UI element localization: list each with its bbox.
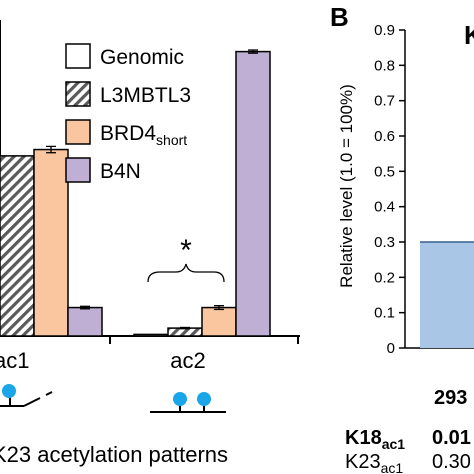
legend: Genomic L3MBTL3 BRD4short B4N — [65, 43, 191, 183]
k18-label: K18 — [345, 427, 382, 449]
pattern-schematic-ac2 — [150, 392, 226, 413]
legend-label-l3mbtl3: L3MBTL3 — [100, 84, 191, 107]
acetyl-dot-icon — [197, 392, 211, 406]
y-tick-label: 0.9 — [374, 22, 395, 39]
panel-b-title-fragment: K — [464, 20, 474, 50]
pattern-schematic-ac1 — [0, 384, 53, 407]
y-tick-label: 0.1 — [374, 305, 395, 322]
bars-group — [0, 49, 271, 337]
category-label-ac2: ac2 — [170, 348, 205, 373]
schematic-line — [45, 391, 53, 396]
table-column-header: 293 — [434, 387, 467, 409]
bar-ac2-b4n — [235, 50, 271, 337]
k23-label-sub: ac1 — [381, 460, 404, 474]
legend-swatch-l3mbtl3 — [65, 81, 91, 107]
panel-b: B K 0 0.1 0.2 0.3 0.4 0.5 0.6 0.7 0.8 0.9 Relativ… — [330, 2, 474, 474]
bar-ac2-genomic — [133, 333, 169, 337]
bar-ac1-brd4 — [33, 148, 69, 337]
table-row-label-k23: K23ac1 — [345, 451, 403, 474]
schematic-line — [23, 397, 41, 407]
y-tick-label: 0 — [387, 340, 395, 357]
y-ticks: 0 0.1 0.2 0.3 0.4 0.5 0.6 0.7 0.8 0.9 — [374, 22, 405, 357]
k18-label-sub: ac1 — [382, 436, 406, 452]
legend-label-brd4-sub: short — [156, 132, 187, 148]
acetyl-dot-icon — [173, 392, 187, 406]
acetyl-dot-icon — [2, 384, 16, 398]
y-tick-label: 0.2 — [374, 269, 395, 286]
table-value-k18: 0.01 — [432, 427, 471, 449]
legend-label-brd4-main: BRD4 — [100, 122, 156, 145]
legend-swatch-b4n — [65, 157, 91, 183]
table-row-label-k18: K18ac1 — [345, 427, 405, 452]
legend-label-genomic: Genomic — [100, 46, 184, 69]
bar-ac1-b4n — [67, 306, 103, 337]
y-tick-label: 0.6 — [374, 128, 395, 145]
bar-293 — [420, 242, 474, 348]
panel-a: * ac1 ac2 Genomic L3MBTL3 BRD4short B4N — [0, 20, 300, 467]
bar-ac2-brd4 — [201, 306, 237, 337]
y-tick-label: 0.5 — [374, 163, 395, 180]
x-axis-title: K23 acetylation patterns — [0, 442, 228, 467]
category-label-ac1: ac1 — [0, 348, 29, 373]
bars-group-b — [420, 241, 474, 348]
k23-label: K23 — [345, 451, 381, 473]
legend-label-brd4: BRD4short — [100, 122, 187, 148]
legend-label-b4n: B4N — [100, 160, 141, 183]
legend-swatch-genomic — [65, 43, 91, 69]
y-tick-label: 0.4 — [374, 199, 395, 216]
y-tick-label: 0.3 — [374, 234, 395, 251]
y-tick-label: 0.8 — [374, 57, 395, 74]
y-tick-label: 0.7 — [374, 93, 395, 110]
table-value-k23: 0.30 — [432, 451, 471, 473]
legend-swatch-brd4 — [65, 119, 91, 145]
bar-ac1-l3mbtl3 — [0, 155, 35, 337]
y-axis-title: Relative level (1.0 = 100%) — [337, 84, 356, 288]
panel-letter-b: B — [330, 2, 349, 32]
significance-star: * — [180, 234, 192, 267]
significance-bracket — [147, 263, 225, 283]
